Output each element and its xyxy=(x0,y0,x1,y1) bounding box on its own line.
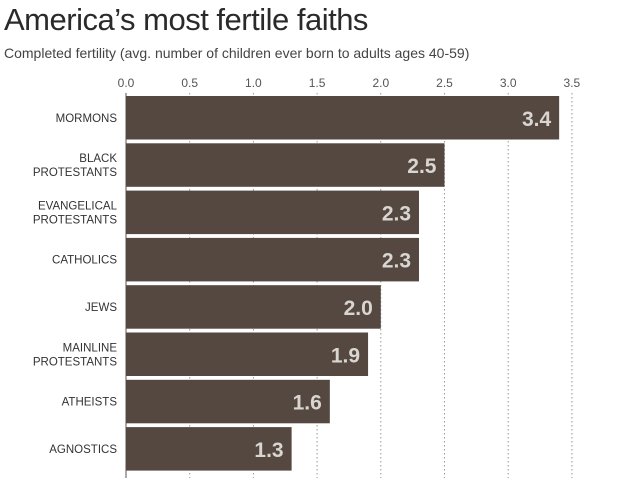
x-tick-label: 3.0 xyxy=(500,76,517,90)
category-label: EVANGELICAL xyxy=(38,200,118,212)
x-tick-label: 0.5 xyxy=(181,76,198,90)
bar xyxy=(126,190,420,235)
bar-value-label: 2.0 xyxy=(344,297,373,320)
chart-title: America’s most fertile faiths xyxy=(4,2,368,37)
category-label: ATHEISTS xyxy=(62,397,118,409)
x-tick-label: 1.5 xyxy=(309,76,326,90)
category-label: JEWS xyxy=(85,302,117,314)
category-label: PROTESTANTS xyxy=(33,167,117,179)
bar xyxy=(126,96,560,140)
bar-value-label: 1.9 xyxy=(331,344,360,367)
category-label: MORMONS xyxy=(56,113,118,125)
x-tick-label: 3.5 xyxy=(564,76,581,90)
chart-subtitle: Completed fertility (avg. number of chil… xyxy=(4,45,470,61)
bar xyxy=(126,427,292,471)
category-label: CATHOLICS xyxy=(52,255,117,267)
bar xyxy=(126,379,330,424)
category-label: PROTESTANTS xyxy=(33,356,117,368)
category-label: BLACK xyxy=(79,153,117,165)
category-label: PROTESTANTS xyxy=(33,214,117,226)
bar-value-label: 1.6 xyxy=(293,392,322,415)
bar-value-label: 2.3 xyxy=(382,250,411,273)
bar-value-label: 2.3 xyxy=(382,202,411,225)
bar xyxy=(126,143,445,187)
x-tick-label: 2.5 xyxy=(436,76,453,90)
x-tick-label: 2.0 xyxy=(372,76,389,90)
bar xyxy=(126,237,420,282)
x-tick-label: 1.0 xyxy=(245,76,262,90)
bar xyxy=(126,285,381,329)
category-label: MAINLINE xyxy=(63,342,118,354)
bar-value-label: 3.4 xyxy=(522,108,552,131)
bar-value-label: 1.3 xyxy=(254,439,283,462)
category-label: AGNOSTICS xyxy=(49,444,117,456)
bar-value-label: 2.5 xyxy=(407,155,437,178)
x-tick-label: 0.0 xyxy=(118,76,135,90)
bar xyxy=(126,332,369,376)
